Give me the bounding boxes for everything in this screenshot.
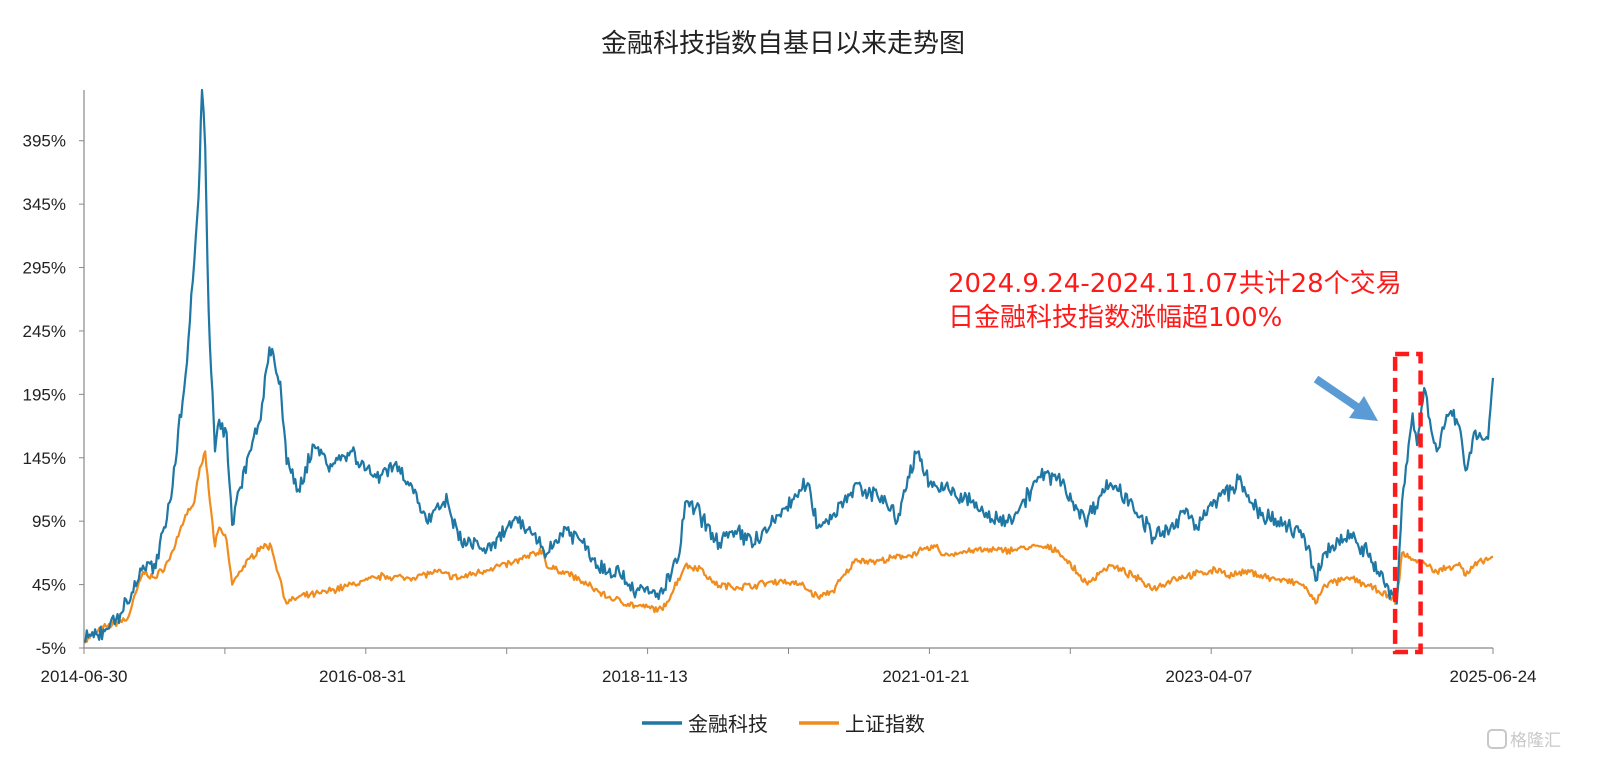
- x-tick-label: 2021-01-21: [882, 667, 969, 686]
- watermark-logo-icon: [1487, 729, 1507, 749]
- series-layer: [83, 88, 1495, 644]
- annotation-arrow: [1313, 375, 1378, 421]
- x-axis: 2014-06-30 2016-08-31 2018-11-13 2021-01-21…: [41, 647, 1537, 686]
- x-tick-label: 2023-04-07: [1165, 667, 1252, 686]
- y-tick-label: 195%: [23, 385, 66, 404]
- x-tick-label: 2025-06-24: [1450, 667, 1537, 686]
- x-tick-label: 2014-06-30: [41, 667, 128, 686]
- legend-label-shanghai: 上证指数: [845, 712, 925, 736]
- chart-title: 金融科技指数自基日以来走势图: [601, 29, 965, 59]
- annotation-line-2: 日金融科技指数涨幅超100%: [948, 303, 1282, 333]
- y-tick-label: -5%: [36, 639, 66, 658]
- series-line-fintech: [83, 88, 1495, 643]
- y-tick-label: 145%: [23, 449, 66, 468]
- series-line-shanghai: [83, 450, 1494, 644]
- legend: 金融科技 上证指数: [642, 712, 925, 736]
- highlight-box: [1392, 351, 1423, 655]
- y-tick-label: 395%: [23, 132, 66, 151]
- y-tick-label: 45%: [32, 576, 66, 595]
- y-tick-label: 245%: [23, 322, 66, 341]
- watermark-text: 格隆汇: [1510, 731, 1561, 751]
- watermark: 格隆汇: [1487, 729, 1561, 751]
- x-tick-label: 2016-08-31: [319, 667, 406, 686]
- y-tick-label: 95%: [32, 512, 66, 531]
- legend-label-fintech: 金融科技: [688, 712, 768, 736]
- y-tick-label: 295%: [23, 259, 66, 278]
- y-axis: -5% 45% 95% 145% 195% 245% 295% 345% 395%: [23, 90, 85, 658]
- x-tick-label: 2018-11-13: [602, 667, 688, 686]
- y-tick-label: 345%: [23, 195, 66, 214]
- annotation-line-1: 2024.9.24-2024.11.07共计28个交易: [948, 269, 1402, 299]
